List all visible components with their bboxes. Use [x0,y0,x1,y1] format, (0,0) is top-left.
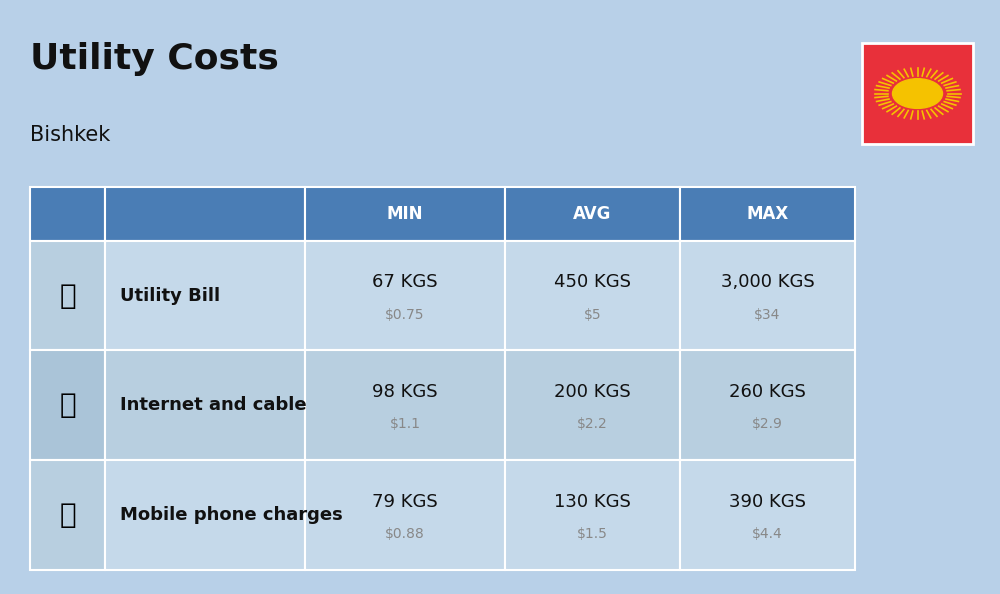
Text: 📶: 📶 [59,391,76,419]
Bar [30,460,105,570]
Bar [505,241,680,350]
Text: $4.4: $4.4 [752,527,783,541]
Text: MIN: MIN [387,205,423,223]
Bar [505,460,680,570]
Text: 3,000 KGS: 3,000 KGS [721,273,814,292]
Bar [105,187,305,241]
Text: Utility Costs: Utility Costs [30,42,279,75]
Text: 79 KGS: 79 KGS [372,493,438,511]
Text: 67 KGS: 67 KGS [372,273,438,292]
Text: Mobile phone charges: Mobile phone charges [120,506,343,525]
Text: 390 KGS: 390 KGS [729,493,806,511]
Text: $34: $34 [754,308,781,321]
FancyBboxPatch shape [862,43,973,144]
Bar [105,241,305,350]
Bar [30,350,105,460]
Text: $2.9: $2.9 [752,418,783,431]
Bar [680,350,855,460]
Text: $1.5: $1.5 [577,527,608,541]
Bar [505,187,680,241]
Text: 130 KGS: 130 KGS [554,493,631,511]
Text: 200 KGS: 200 KGS [554,383,631,402]
Text: 98 KGS: 98 KGS [372,383,438,402]
Bar [680,187,855,241]
Text: $2.2: $2.2 [577,418,608,431]
Text: Bishkek: Bishkek [30,125,110,145]
Text: $1.1: $1.1 [390,418,420,431]
Text: 450 KGS: 450 KGS [554,273,631,292]
Text: $0.75: $0.75 [385,308,425,321]
Bar [105,460,305,570]
Circle shape [893,79,942,109]
Bar [680,460,855,570]
Bar [305,460,505,570]
Bar [305,187,505,241]
Bar [305,241,505,350]
Bar [105,350,305,460]
Text: 📱: 📱 [59,501,76,529]
Text: $0.88: $0.88 [385,527,425,541]
Text: Utility Bill: Utility Bill [120,286,220,305]
Text: 260 KGS: 260 KGS [729,383,806,402]
Text: AVG: AVG [573,205,612,223]
Text: 🔌: 🔌 [59,282,76,309]
Bar [505,350,680,460]
Text: $5: $5 [584,308,601,321]
Text: Internet and cable: Internet and cable [120,396,307,415]
Bar [305,350,505,460]
Bar [680,241,855,350]
Bar [30,241,105,350]
Text: MAX: MAX [746,205,789,223]
Bar [30,187,105,241]
